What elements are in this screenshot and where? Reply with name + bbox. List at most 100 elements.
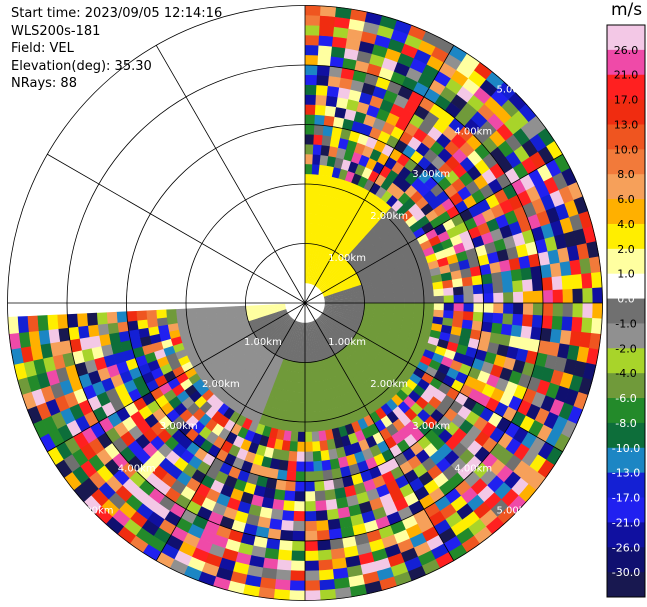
range-gate (566, 344, 580, 363)
range-gate (401, 280, 414, 288)
range-gate (275, 307, 286, 311)
scan-info: Start time: 2023/09/05 12:14:16 WLS200s-… (11, 5, 222, 93)
range-gate (323, 292, 334, 297)
range-gate (47, 427, 65, 447)
range-gate (498, 334, 511, 348)
range-gate (368, 497, 384, 512)
range-gate (304, 402, 311, 413)
range-gate (528, 436, 546, 456)
range-gate (227, 358, 239, 370)
range-gate (322, 326, 331, 336)
range-gate (303, 570, 320, 581)
colorbar-tick-label: -6.0 (615, 392, 636, 405)
range-gate (204, 377, 217, 390)
range-gate (525, 241, 539, 257)
range-gate (254, 329, 265, 339)
range-gate (317, 266, 324, 277)
range-gate (303, 322, 305, 334)
range-gate (563, 231, 578, 249)
range-label-5.00km: 5.00km (76, 505, 114, 516)
range-label-3.00km: 3.00km (412, 169, 450, 180)
colorbar-tick-label: -4.0 (615, 367, 636, 380)
range-gate (453, 303, 464, 313)
range-gate (358, 406, 370, 419)
range-gate (218, 391, 231, 404)
range-gate (352, 313, 364, 319)
range-label-2.00km: 2.00km (202, 379, 240, 390)
range-gate (305, 322, 309, 334)
range-gate (572, 303, 583, 320)
range-gate (518, 255, 531, 270)
range-gate (298, 332, 302, 343)
range-label-1.00km: 1.00km (244, 337, 282, 348)
range-gate (280, 440, 291, 452)
range-gate (393, 377, 406, 390)
range-gate (366, 63, 383, 78)
range-gate (322, 311, 333, 317)
range-gate (378, 229, 391, 241)
range-gate (360, 369, 372, 381)
range-gate (326, 261, 335, 272)
range-gate (343, 484, 357, 498)
range-gate (325, 95, 339, 108)
range-gate (329, 366, 338, 378)
range-gate (479, 263, 492, 276)
range-gate (347, 253, 358, 264)
range-gate (304, 352, 309, 363)
range-gate (313, 134, 324, 146)
range-gate (484, 241, 498, 256)
range-gate (395, 389, 409, 402)
range-gate (343, 311, 354, 317)
range-gate (323, 115, 336, 127)
range-gate (309, 203, 316, 215)
range-gate (59, 339, 73, 355)
range-gate (520, 325, 533, 340)
range-gate (116, 311, 128, 323)
range-gate (340, 280, 351, 288)
range-gate (330, 467, 343, 480)
range-gate (334, 304, 345, 308)
range-gate (405, 215, 418, 228)
range-gate (449, 519, 469, 537)
range-gate (423, 309, 435, 318)
range-gate (331, 354, 340, 366)
range-gate (311, 253, 316, 265)
range-gate (432, 316, 444, 326)
range-gate (562, 303, 574, 319)
range-gate (175, 371, 189, 385)
range-gate (534, 238, 549, 255)
range-gate (409, 221, 423, 234)
range-gate (244, 361, 256, 373)
start-time-text: Start time: 2023/09/05 12:14:16 (11, 6, 223, 21)
range-gate (386, 182, 400, 196)
range-gate (247, 315, 258, 322)
range-gate (323, 258, 331, 269)
range-gate (333, 437, 344, 449)
range-gate (343, 292, 355, 297)
range-gate (512, 280, 524, 294)
range-gate (340, 260, 350, 271)
range-gate (286, 460, 297, 472)
range-gate (176, 314, 188, 324)
range-gate (344, 108, 358, 122)
range-gate (178, 327, 191, 337)
range-gate (288, 319, 296, 330)
range-gate (320, 313, 331, 321)
range-gate (346, 28, 365, 42)
range-gate (522, 291, 534, 305)
range-gate (412, 314, 424, 323)
range-gate (368, 466, 382, 480)
range-gate (423, 289, 435, 298)
range-gate (345, 267, 356, 277)
range-gate (204, 405, 218, 419)
range-gate (358, 343, 370, 354)
range-gate (237, 340, 249, 350)
range-gate (313, 124, 325, 136)
range-gate (469, 329, 482, 342)
range-gate (223, 419, 236, 433)
range-gate (423, 296, 435, 304)
range-gate (328, 320, 338, 329)
range-gate (319, 282, 329, 291)
range-gate (333, 587, 352, 600)
colorbar-tick-label: 13.0 (614, 118, 639, 131)
